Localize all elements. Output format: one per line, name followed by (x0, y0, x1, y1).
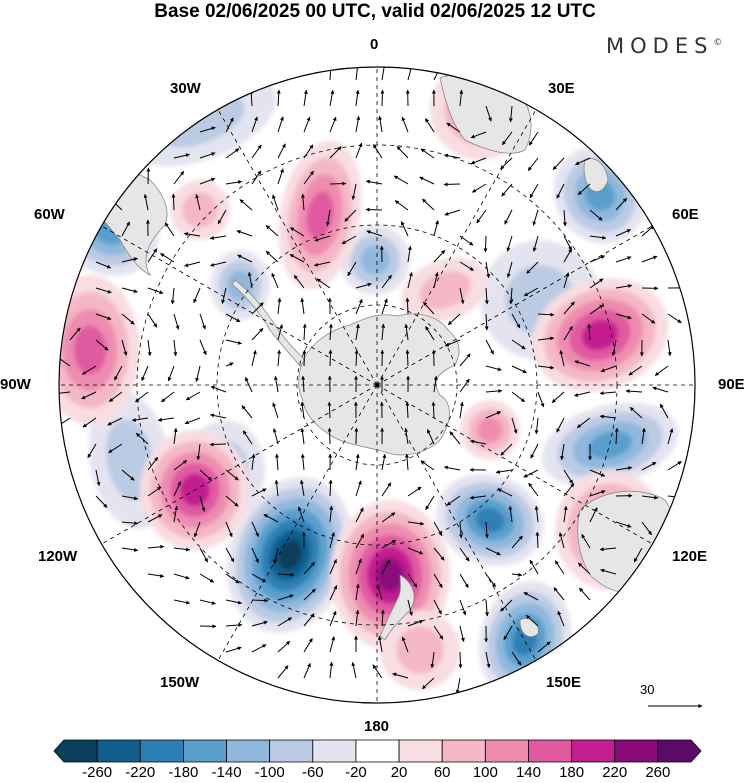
colorbar-swatch (53, 739, 98, 763)
colorbar-swatch (355, 739, 400, 763)
colorbar-swatch (528, 739, 572, 763)
colorbar-swatch (398, 739, 443, 763)
map-border (58, 66, 696, 704)
colorbar-swatch (96, 739, 141, 763)
label-lon-90w: 90W (0, 376, 31, 393)
label-lon-0: 0 (370, 36, 379, 53)
label-lon-30e: 30E (548, 80, 575, 97)
colorbar-swatch (139, 739, 184, 763)
colorbar-tick-label: -20 (345, 764, 367, 781)
colorbar-swatch (484, 739, 529, 763)
colorbar-tick-label: -220 (125, 764, 156, 781)
colorbar-swatch (657, 739, 702, 763)
south-pole-marker (375, 383, 379, 387)
brand-logo: MODES© (606, 34, 722, 58)
anomaly-field (59, 67, 679, 700)
label-lon-90e: 90E (718, 376, 745, 393)
new-zealand (379, 574, 415, 641)
colorbar-tick-label: 140 (515, 764, 541, 781)
colorbar-swatch (441, 739, 486, 763)
colorbar-swatch (571, 739, 616, 763)
colorbar-swatch (312, 739, 357, 763)
colorbar-swatch (183, 739, 227, 763)
map-title: Base 02/06/2025 00 UTC, valid 02/06/2025… (154, 1, 596, 22)
label-lon-120e: 120E (672, 548, 708, 565)
colorbar-swatch (226, 739, 271, 763)
colorbar-tick-label: -140 (211, 764, 242, 781)
colorbar-swatch (614, 739, 659, 763)
graticule (59, 67, 695, 703)
label-lon-150w: 150W (160, 674, 200, 691)
label-lon-60e: 60E (672, 206, 699, 223)
colorbar-tick-label: -180 (168, 764, 199, 781)
reference-vector-label: 30 (640, 682, 655, 697)
brand-text: MODES (606, 34, 714, 58)
label-lon-150e: 150E (546, 674, 582, 691)
antarctic-peninsula (231, 279, 306, 367)
colorbar-tick-label: 220 (602, 764, 628, 781)
colorbar-tick-label: 60 (433, 764, 451, 781)
madagascar (583, 158, 609, 193)
colorbar-tick-label: 180 (559, 764, 585, 781)
colorbar-tick-label: 100 (472, 764, 498, 781)
label-lon-60w: 60W (34, 206, 65, 223)
label-lon-120w: 120W (38, 548, 78, 565)
colorbar-tick-label: -100 (254, 764, 285, 781)
label-lon-30w: 30W (170, 80, 201, 97)
colorbar-tick-label: -60 (301, 764, 324, 781)
colorbar-tick-label: 260 (645, 764, 671, 781)
colorbar-tick-label: 20 (390, 764, 408, 781)
colorbar-swatch (269, 739, 314, 763)
copyright-mark: © (713, 38, 723, 48)
colorbar-tick-label: -260 (82, 764, 113, 781)
label-lon-180: 180 (364, 718, 390, 735)
